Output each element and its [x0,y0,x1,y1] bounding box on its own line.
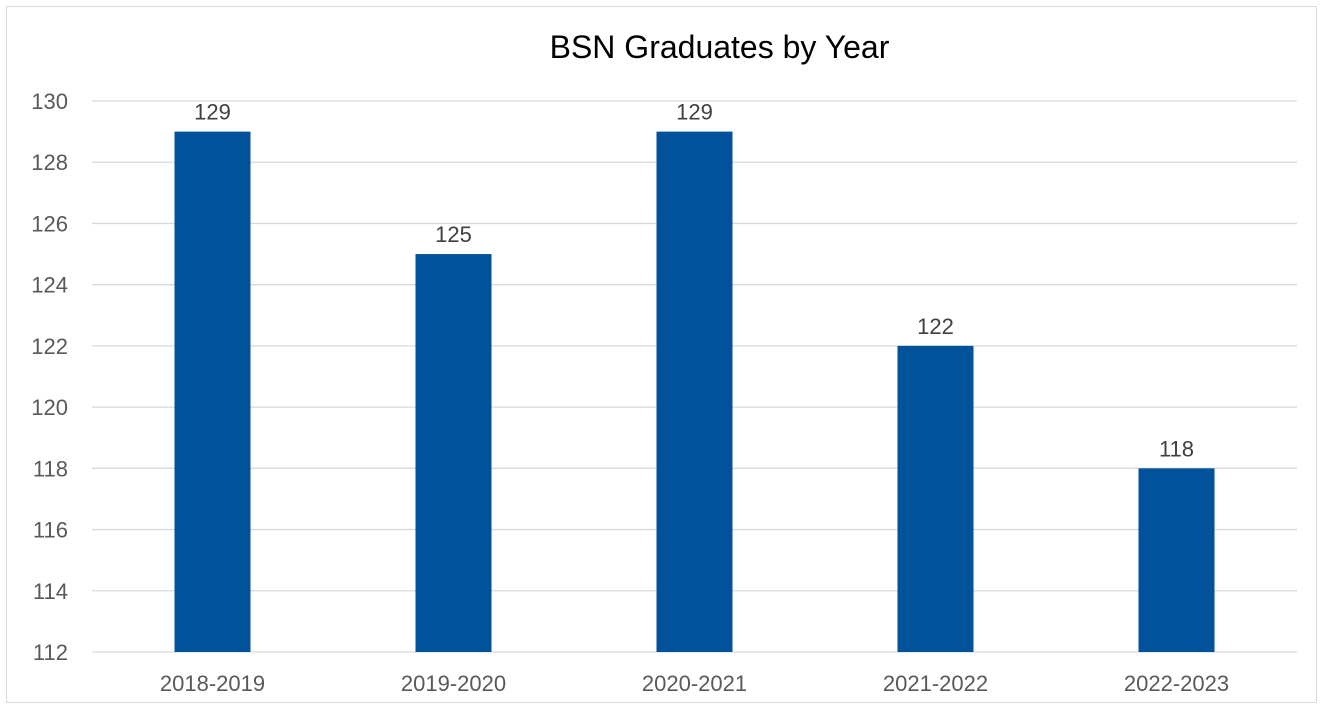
y-tick-label: 120 [31,395,68,420]
data-label: 122 [917,314,954,339]
x-axis: 2018-2019 2019-2020 2020-2021 2021-2022 2022… [160,671,1229,696]
y-axis: 112 114 116 118 120 122 124 126 128 130 [31,89,68,665]
y-tick-label: 116 [33,518,68,543]
data-label: 129 [194,100,231,125]
y-tick-label: 118 [33,456,68,481]
data-label: 129 [676,100,713,125]
bar [897,345,974,652]
y-tick-label: 128 [31,150,68,175]
bar [656,131,733,653]
x-tick-label: 2019-2020 [401,671,506,696]
y-tick-label: 124 [31,273,68,298]
chart-title: BSN Graduates by Year [550,29,890,65]
x-tick-label: 2021-2022 [883,671,988,696]
bar [1138,468,1215,652]
x-tick-label: 2020-2021 [642,671,747,696]
y-tick-label: 126 [31,211,68,236]
data-label: 125 [435,222,472,247]
bars [174,131,1215,653]
data-label: 118 [1159,436,1194,461]
x-tick-label: 2018-2019 [160,671,265,696]
y-tick-label: 130 [31,89,68,114]
x-tick-label: 2022-2023 [1124,671,1229,696]
y-tick-label: 114 [33,579,68,604]
y-tick-label: 122 [31,334,68,359]
y-tick-label: 112 [33,640,68,665]
bar [415,254,492,653]
data-labels: 129 125 129 122 118 [194,100,1194,462]
bar [174,131,251,653]
